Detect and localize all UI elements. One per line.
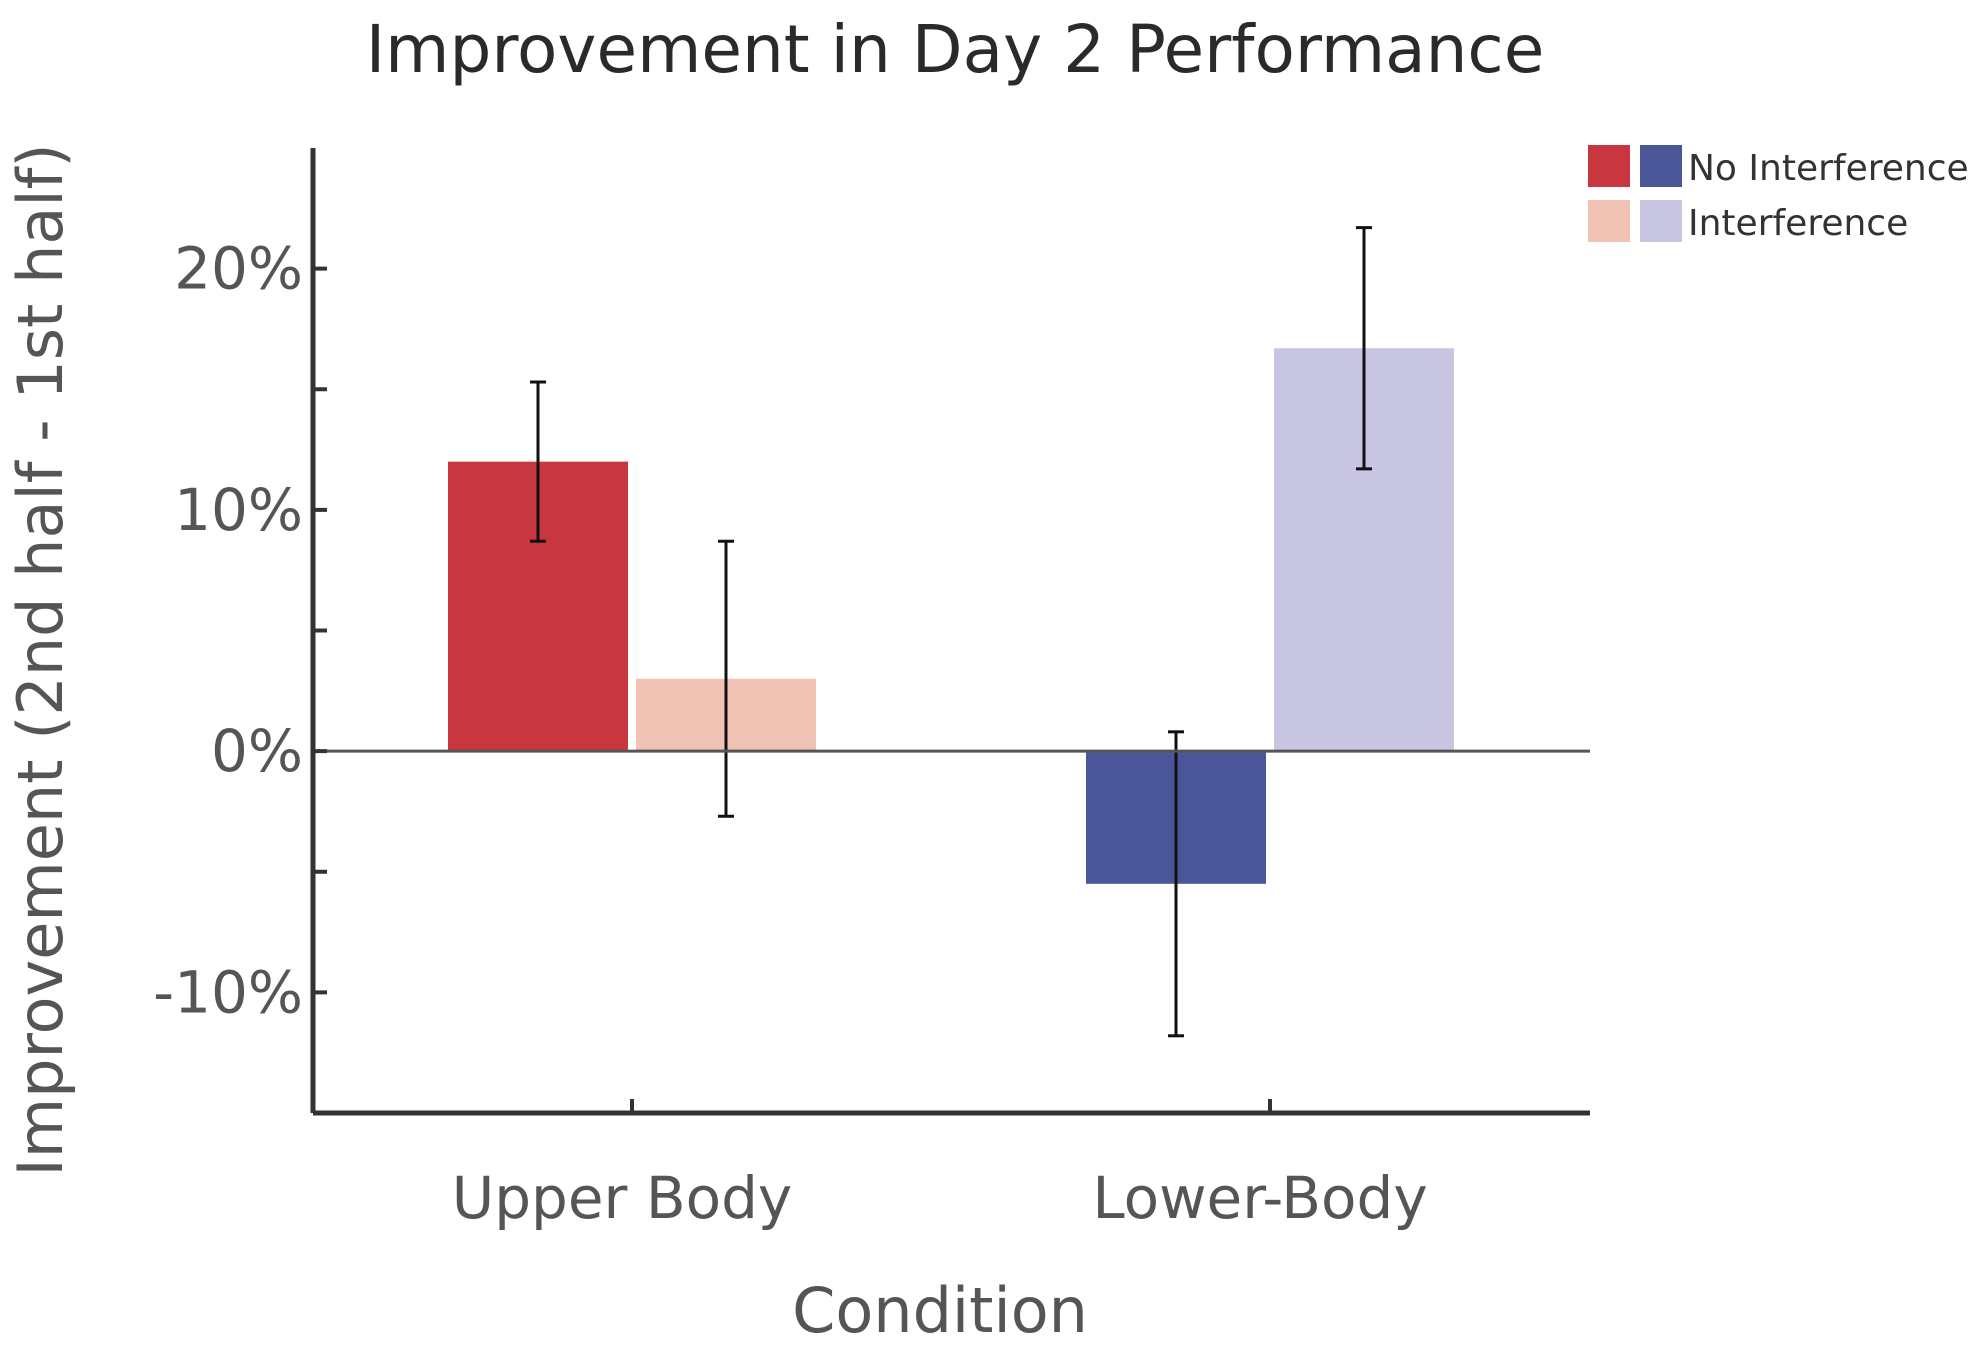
y-axis-title: Improvement (2nd half - 1st half)	[4, 143, 77, 1176]
legend-label-interference: Interference	[1688, 203, 1908, 244]
y-axis-title-group: Improvement (2nd half - 1st half)	[4, 143, 77, 1176]
x-tick-label-lower-body: Lower-Body	[1092, 1164, 1427, 1232]
legend: No Interference Interference	[1588, 145, 1969, 244]
error-bar-upper-body-interference	[718, 539, 734, 818]
bars	[448, 348, 1454, 884]
error-bar-upper-body-no-interference	[530, 380, 546, 543]
legend-swatch-interference-blue	[1640, 200, 1682, 242]
y-tick-label: 20%	[174, 235, 303, 303]
legend-swatch-no-interference-blue	[1640, 145, 1682, 187]
legend-label-no-interference: No Interference	[1688, 148, 1969, 189]
error-bars	[530, 226, 1372, 1038]
x-tick-label-upper-body: Upper Body	[452, 1164, 792, 1232]
x-tick-labels: Upper Body Lower-Body	[452, 1164, 1428, 1232]
x-axis-title: Condition	[792, 1274, 1088, 1347]
y-tick-label: -10%	[153, 958, 303, 1026]
chart-title: Improvement in Day 2 Performance	[366, 11, 1545, 88]
axes	[310, 148, 1590, 1116]
error-bar-lower-body-no-interference	[1168, 730, 1184, 1038]
y-tick-label: 10%	[174, 476, 303, 544]
y-tick-labels: -10% 0% 10% 20%	[153, 235, 303, 1027]
legend-swatch-interference-red	[1588, 200, 1630, 242]
legend-swatch-no-interference-red	[1588, 145, 1630, 187]
error-bar-lower-body-interference	[1356, 226, 1372, 471]
y-tick-label: 0%	[211, 717, 303, 785]
